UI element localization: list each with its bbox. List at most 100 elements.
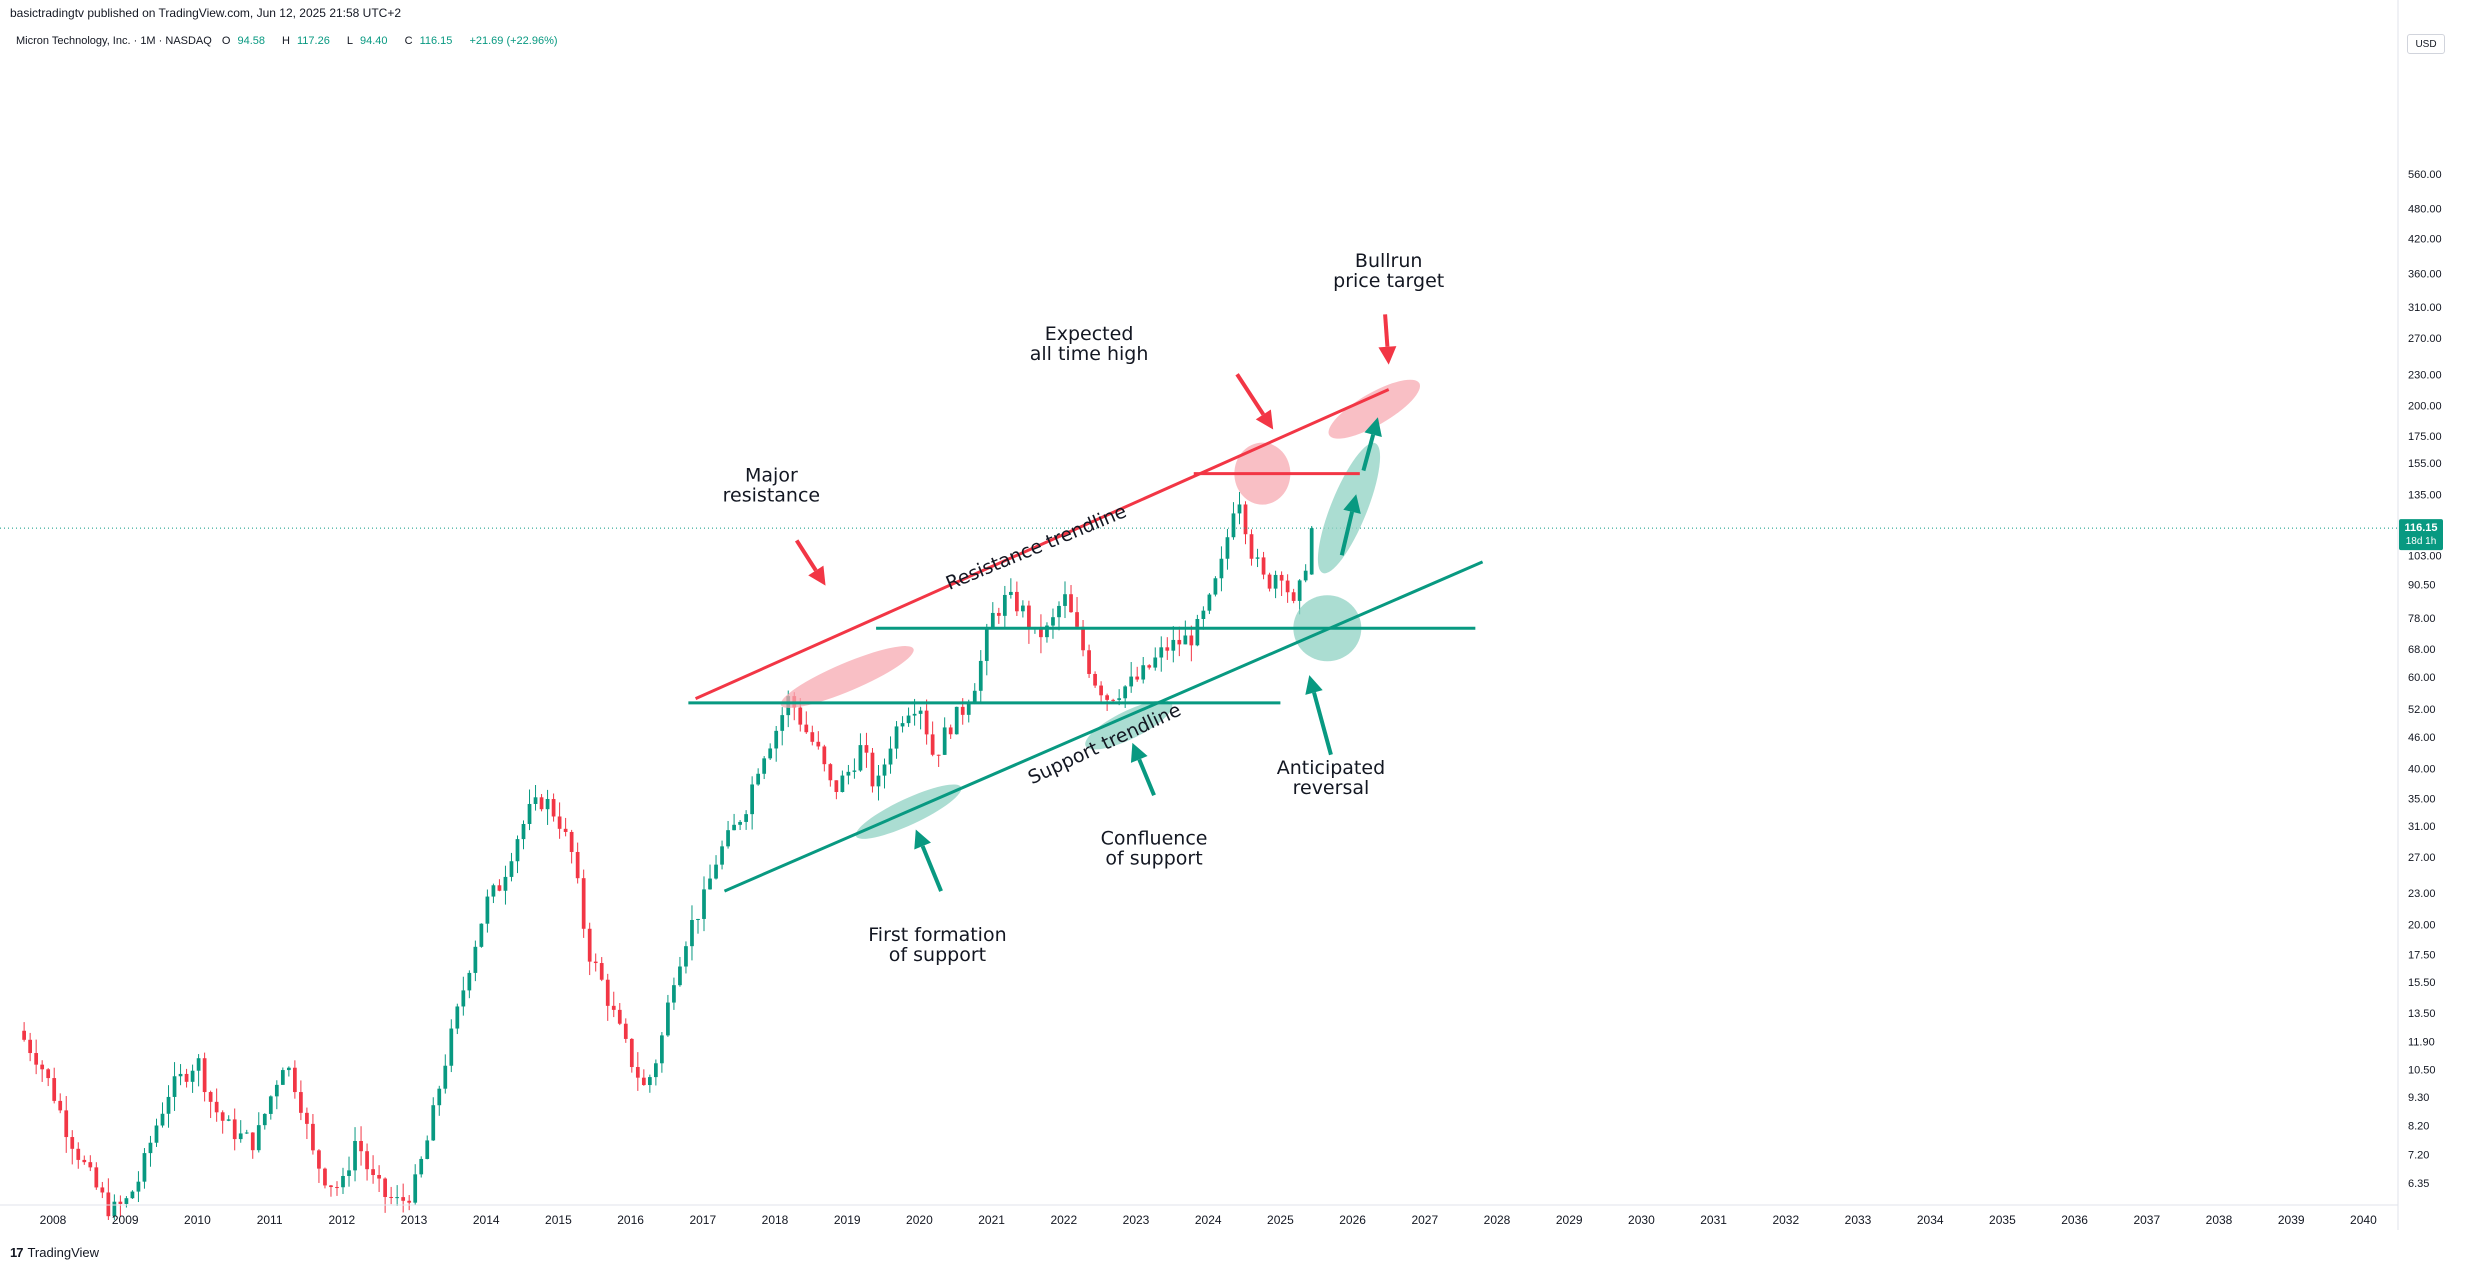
first-support-arrow-shaft <box>920 845 943 892</box>
candle-body <box>317 1150 321 1169</box>
price-tick-label: 200.00 <box>2408 401 2442 413</box>
currency-button[interactable]: USD <box>2407 34 2445 54</box>
bullrun-target-arrow-shaft <box>1383 314 1390 347</box>
candle-body <box>1201 610 1206 619</box>
time-tick-label: 2031 <box>1700 1213 1727 1227</box>
tradingview-icon: 17 <box>10 1245 24 1260</box>
candle-body <box>154 1125 159 1143</box>
price-tick-label: 35.00 <box>2408 793 2436 805</box>
candle-body <box>1219 558 1224 579</box>
time-tick-label: 2036 <box>2061 1213 2088 1227</box>
candle-body <box>46 1069 51 1079</box>
candle-body <box>142 1153 147 1182</box>
candle-body <box>894 726 899 749</box>
symbol-name[interactable]: Micron Technology, Inc. · 1M · NASDAQ <box>16 35 212 47</box>
candle-body <box>160 1113 165 1126</box>
price-tick-label: 103.00 <box>2408 550 2442 562</box>
candle-body <box>756 773 761 785</box>
candle-body <box>1225 537 1230 559</box>
candle-body <box>232 1119 237 1140</box>
candle-body <box>1165 647 1170 651</box>
candle-body <box>539 797 544 810</box>
candle-body <box>425 1140 430 1159</box>
candle-body <box>437 1088 442 1106</box>
candle-body <box>557 816 562 829</box>
candle-body <box>329 1185 333 1188</box>
candle-body <box>178 1073 183 1077</box>
candle-body <box>491 885 496 897</box>
candle-body <box>708 878 712 890</box>
confluence-support-highlight <box>1085 700 1173 750</box>
candle-body <box>1309 528 1314 575</box>
candle-body <box>768 748 773 759</box>
candle-body <box>900 723 905 727</box>
candle-body <box>720 846 724 865</box>
candle-body <box>1057 605 1061 618</box>
price-tick-label: 135.00 <box>2408 489 2442 501</box>
time-tick-label: 2037 <box>2133 1213 2160 1227</box>
candle-body <box>220 1112 225 1121</box>
candle-body <box>660 1035 664 1064</box>
candle-body <box>672 985 676 1003</box>
candle-body <box>1261 557 1266 575</box>
candle-body <box>876 775 881 787</box>
candle-body <box>293 1067 297 1093</box>
candle-body <box>696 918 700 920</box>
candle-body <box>22 1030 26 1040</box>
candle-body <box>455 1006 460 1029</box>
candle-body <box>371 1169 375 1175</box>
candle-body <box>148 1142 153 1154</box>
candle-body <box>136 1181 141 1192</box>
time-tick-label: 2016 <box>617 1213 644 1227</box>
candle-body <box>1279 574 1284 581</box>
candle-body <box>130 1191 135 1199</box>
candle-body <box>238 1133 243 1140</box>
candle-body <box>268 1096 273 1114</box>
candle-body <box>888 748 893 765</box>
brand-name: TradingView <box>27 1245 100 1260</box>
support-trendline-label: Support trendline <box>1025 699 1185 789</box>
candle-body <box>822 746 827 765</box>
bullrun-target-arrow <box>1378 346 1397 365</box>
time-tick-label: 2013 <box>401 1213 428 1227</box>
price-tick-label: 175.00 <box>2408 431 2442 443</box>
candle-body <box>1207 594 1212 611</box>
time-tick-label: 2020 <box>906 1213 933 1227</box>
resistance-trendline <box>694 388 1390 701</box>
candle-body <box>1075 612 1079 627</box>
candle-body <box>226 1119 231 1121</box>
candle-body <box>690 919 694 947</box>
candle-body <box>1008 591 1013 595</box>
candle-body <box>804 724 809 733</box>
candle-body <box>1063 594 1067 606</box>
price-tick-label: 68.00 <box>2408 644 2436 656</box>
candle-body <box>1243 504 1248 535</box>
candles <box>22 491 1314 1220</box>
candle-body <box>82 1159 87 1163</box>
tradingview-logo[interactable]: 17 TradingView <box>10 1245 99 1260</box>
price-tick-label: 8.20 <box>2408 1120 2429 1132</box>
candle-body <box>918 710 923 714</box>
candle-body <box>1153 657 1158 668</box>
candle-body <box>816 741 821 747</box>
price-target-highlight <box>1328 379 1420 439</box>
candle-body <box>864 745 869 753</box>
candle-body <box>960 706 965 715</box>
candle-body <box>467 972 472 991</box>
candle-body <box>858 745 863 771</box>
candle-body <box>359 1140 363 1152</box>
price-tick-label: 52.00 <box>2408 704 2436 716</box>
candle-body <box>714 864 718 879</box>
candle-body <box>1183 635 1188 645</box>
candle-body <box>545 798 550 810</box>
candle-body <box>1177 639 1182 645</box>
candle-body <box>1123 686 1128 699</box>
time-axis[interactable]: 2008 2009 2010 2011 2012 2013 2014 2015 2016 2017… <box>0 1204 2398 1227</box>
candle-body <box>617 1009 622 1024</box>
candle-body <box>1147 665 1152 668</box>
price-axis[interactable]: 6.35 7.20 8.20 9.30 10.50 11.90 13.50 15.50 17.5… <box>2397 0 2443 1230</box>
last-price-badge <box>2399 519 2443 551</box>
bar-countdown-label: 18d 1h <box>2406 536 2437 547</box>
candle-body <box>431 1105 436 1141</box>
